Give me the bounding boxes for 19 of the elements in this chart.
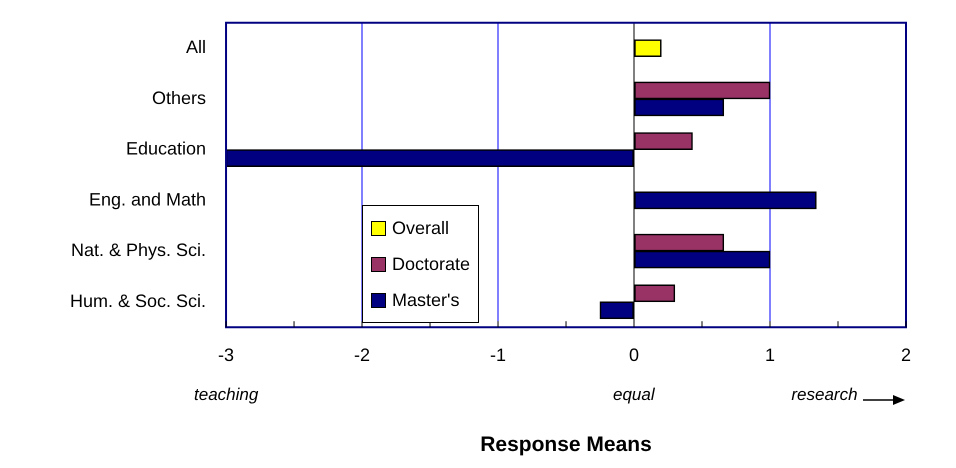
x-tick-label: 2 (900, 344, 912, 365)
legend-label: Doctorate (392, 254, 470, 275)
y-tick-label: Others (152, 88, 206, 108)
legend-label: Master's (392, 290, 460, 311)
y-tick-label: Eng. and Math (88, 189, 206, 210)
text: equal (613, 385, 655, 406)
text: teaching (194, 385, 258, 406)
x-tick-label: 1 (765, 344, 776, 365)
legend-label: Overall (392, 218, 450, 239)
y-tick-label: All (186, 37, 206, 58)
y-tick-label: Hum. & Soc. Sci. (70, 290, 206, 311)
x-tick-label: -2 (354, 344, 370, 365)
y-tick-label: Nat. & Phys. Sci. (70, 240, 206, 260)
x-axis-title: Response Means (480, 433, 652, 456)
x-tick-label: -1 (490, 344, 506, 365)
x-tick-label: 0 (629, 344, 640, 365)
text: research (791, 385, 858, 406)
y-tick-label: Education (126, 138, 206, 159)
x-tick-label: -3 (218, 344, 234, 365)
